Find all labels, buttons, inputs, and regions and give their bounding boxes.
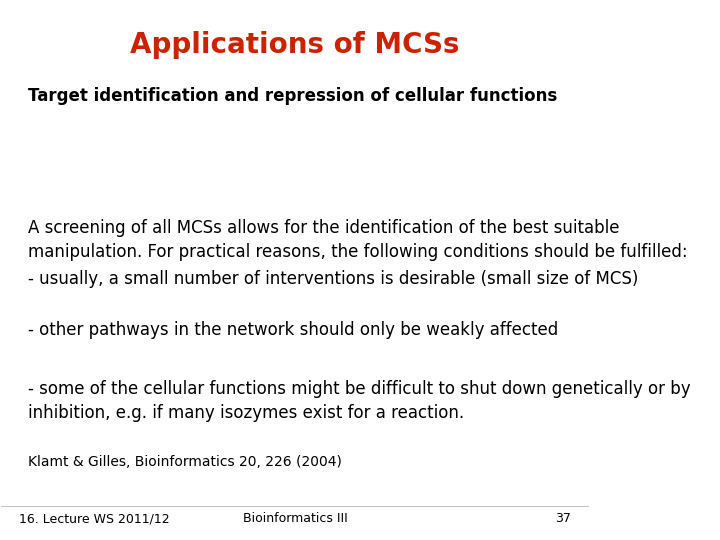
Text: Bioinformatics III: Bioinformatics III bbox=[243, 512, 348, 525]
Text: - other pathways in the network should only be weakly affected: - other pathways in the network should o… bbox=[28, 321, 558, 339]
Text: - usually, a small number of interventions is desirable (small size of MCS): - usually, a small number of interventio… bbox=[28, 270, 638, 288]
Text: A screening of all MCSs allows for the identification of the best suitable
manip: A screening of all MCSs allows for the i… bbox=[28, 219, 688, 261]
Text: - some of the cellular functions might be difficult to shut down genetically or : - some of the cellular functions might b… bbox=[28, 380, 690, 422]
Text: Klamt & Gilles, Bioinformatics 20, 226 (2004): Klamt & Gilles, Bioinformatics 20, 226 (… bbox=[28, 455, 342, 469]
Text: Applications of MCSs: Applications of MCSs bbox=[130, 31, 460, 59]
Text: 16. Lecture WS 2011/12: 16. Lecture WS 2011/12 bbox=[19, 512, 170, 525]
Text: 37: 37 bbox=[555, 512, 571, 525]
Text: Target identification and repression of cellular functions: Target identification and repression of … bbox=[28, 87, 557, 105]
